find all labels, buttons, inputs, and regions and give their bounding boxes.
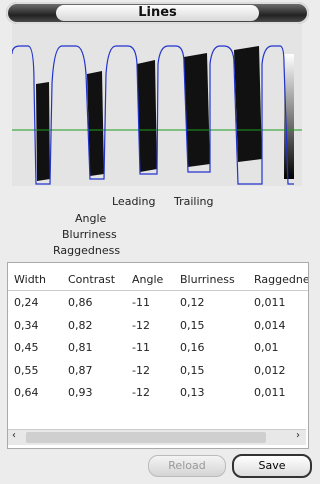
line-image	[12, 24, 302, 186]
table-cell: 0,86	[68, 296, 128, 309]
title-bar: Lines	[6, 2, 309, 24]
table-cell: 0,45	[14, 341, 64, 354]
table-cell: 0,011	[254, 386, 309, 399]
header-separator	[8, 290, 308, 291]
scroll-right[interactable]: ›	[296, 430, 300, 441]
table-cell: -11	[132, 296, 176, 309]
leading-label: Leading	[112, 195, 155, 208]
table-cell: 0,15	[180, 319, 250, 332]
table-cell: -12	[132, 319, 176, 332]
column-header: Width	[14, 273, 64, 286]
table-cell: 0,34	[14, 319, 64, 332]
save-button[interactable]: Save	[232, 454, 312, 478]
table-cell: -12	[132, 386, 176, 399]
angle-label: Angle	[75, 212, 106, 225]
table-cell: 0,13	[180, 386, 250, 399]
table-cell: 0,01	[254, 341, 309, 354]
column-header: Angle	[132, 273, 176, 286]
table-cell: 0,16	[180, 341, 250, 354]
table-cell: 0,93	[68, 386, 128, 399]
title: Lines	[56, 5, 259, 21]
table-cell: 0,014	[254, 319, 309, 332]
h-scrollbar[interactable]: ‹ ›	[8, 429, 306, 445]
trailing-label: Trailing	[174, 195, 214, 208]
scroll-left[interactable]: ‹	[12, 430, 16, 441]
column-header: Blurriness	[180, 273, 250, 286]
table-cell: 0,15	[180, 364, 250, 377]
table-cell: 0,24	[14, 296, 64, 309]
table-cell: -11	[132, 341, 176, 354]
table-cell: 0,012	[254, 364, 309, 377]
blurriness-label: Blurriness	[62, 228, 117, 241]
table-cell: 0,81	[68, 341, 128, 354]
page: Lines Leading Trailing Angle Blurriness …	[0, 0, 315, 484]
column-header: Contrast	[68, 273, 128, 286]
table-cell: 0,82	[68, 319, 128, 332]
scroll-thumb[interactable]	[26, 432, 266, 443]
table-cell: 0,64	[14, 386, 64, 399]
results-table: ‹ › Width Contrast Angle Blurriness Raggedne…	[7, 262, 309, 449]
table-cell: 0,12	[180, 296, 250, 309]
table-cell: 0,87	[68, 364, 128, 377]
raggedness-label: Raggedness	[53, 244, 120, 257]
reload-button[interactable]: Reload	[148, 455, 226, 477]
column-header: Raggedness	[254, 273, 309, 286]
table-cell: 0,011	[254, 296, 309, 309]
table-cell: 0,55	[14, 364, 64, 377]
table-cell: -12	[132, 364, 176, 377]
